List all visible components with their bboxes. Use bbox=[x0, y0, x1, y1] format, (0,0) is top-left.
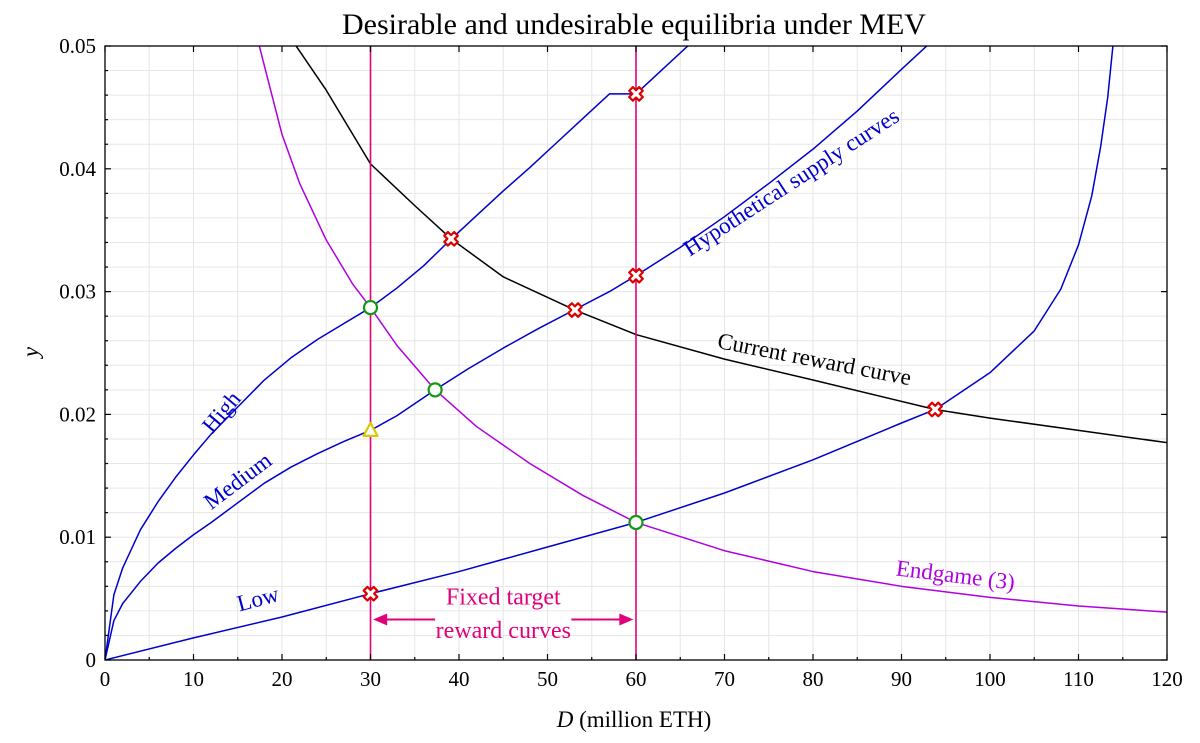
marker-layer bbox=[362, 86, 944, 602]
undesirable-equilibrium-marker bbox=[362, 585, 379, 602]
x-tick-label: 40 bbox=[449, 667, 470, 691]
undesirable-equilibrium-marker bbox=[567, 302, 583, 318]
x-tick-label: 20 bbox=[272, 667, 293, 691]
y-tick-label: 0.03 bbox=[59, 280, 96, 304]
series-line-endgame-3- bbox=[258, 46, 1167, 613]
y-tick-label: 0.02 bbox=[59, 402, 96, 426]
chart-title: Desirable and undesirable equilibria und… bbox=[342, 8, 926, 41]
x-tick-label: 10 bbox=[183, 667, 204, 691]
series-line-high bbox=[105, 46, 689, 660]
annotation-high: High bbox=[197, 386, 246, 438]
series-layer bbox=[105, 46, 1167, 660]
undesirable-equilibrium-marker bbox=[628, 86, 644, 102]
x-axis-label-unit: (million ETH) bbox=[573, 707, 711, 732]
neutral-equilibrium-marker bbox=[362, 421, 379, 437]
undesirable-cross-shape bbox=[567, 302, 583, 318]
y-tick-label: 0.05 bbox=[59, 34, 96, 58]
fixed-target-arrow-left bbox=[373, 613, 436, 626]
x-axis-label-symbol: D bbox=[556, 707, 574, 732]
fixed-target-arrow-left-head bbox=[373, 613, 388, 626]
x-tick-label: 50 bbox=[537, 667, 558, 691]
x-tick-label: 80 bbox=[803, 667, 824, 691]
fixed-target-arrow-right-head bbox=[619, 613, 634, 626]
axes: 0 10 20 30 40 50 60 70 80 90 100 110 120 0 0.01 0.02 0.0… bbox=[59, 34, 1183, 691]
y-axis-label: y bbox=[18, 346, 43, 359]
series-line-medium bbox=[105, 46, 928, 660]
undesirable-cross-shape bbox=[362, 585, 379, 602]
annotation-fixed2: reward curves bbox=[436, 618, 571, 644]
annotation-fixed1: Fixed target bbox=[446, 585, 561, 611]
series-line-current-reward-curve bbox=[295, 46, 1167, 444]
desirable-equilibrium-marker bbox=[427, 382, 443, 398]
undesirable-cross-shape bbox=[927, 401, 944, 418]
x-tick-label: 30 bbox=[360, 667, 381, 691]
x-tick-label: 60 bbox=[626, 667, 647, 691]
desirable-equilibrium-marker bbox=[362, 299, 379, 316]
x-tick-label: 0 bbox=[100, 667, 111, 691]
undesirable-equilibrium-marker bbox=[443, 230, 459, 247]
undesirable-cross-shape bbox=[443, 230, 459, 247]
fixed-target-arrow-right bbox=[571, 613, 634, 626]
desirable-equilibrium-marker bbox=[628, 514, 644, 531]
x-tick-label: 90 bbox=[891, 667, 912, 691]
x-tick-label: 100 bbox=[974, 667, 1006, 691]
undesirable-equilibrium-marker bbox=[927, 401, 944, 418]
x-tick-label: 70 bbox=[714, 667, 735, 691]
annotation-supply: Hypothetical supply curves bbox=[679, 103, 904, 261]
undesirable-cross-shape bbox=[628, 86, 644, 102]
undesirable-equilibrium-marker bbox=[628, 267, 644, 284]
x-tick-label: 110 bbox=[1063, 667, 1094, 691]
y-tick-label: 0 bbox=[86, 648, 97, 672]
y-tick-label: 0.04 bbox=[59, 157, 96, 181]
undesirable-cross-shape bbox=[628, 267, 644, 284]
x-axis-label: D (million ETH) bbox=[556, 707, 712, 732]
y-tick-label: 0.01 bbox=[59, 525, 96, 549]
x-tick-label: 120 bbox=[1151, 667, 1183, 691]
